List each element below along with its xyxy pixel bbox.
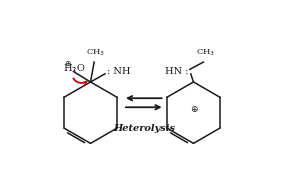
Text: CH$_3$: CH$_3$ [86, 48, 105, 58]
Text: ⊕: ⊕ [64, 58, 70, 68]
Text: HN :: HN : [166, 67, 189, 76]
Text: CH$_3$: CH$_3$ [196, 48, 215, 58]
Text: : NH: : NH [107, 67, 130, 76]
Text: Heterolysis: Heterolysis [113, 124, 175, 132]
Text: ⊕: ⊕ [190, 105, 197, 114]
Text: :: : [73, 64, 76, 73]
Text: H$_2$O: H$_2$O [62, 62, 85, 75]
